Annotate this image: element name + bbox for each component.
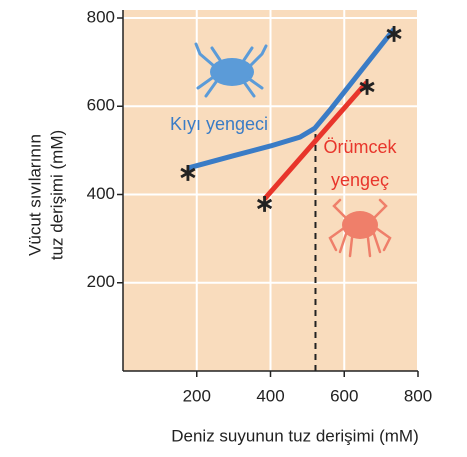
y-axis-label: Vücut sıvılarının — [25, 134, 44, 256]
x-axis-label: Deniz suyunun tuz derişimi (mM) — [171, 426, 419, 445]
x-tick-label: 600 — [330, 386, 358, 405]
point-marker: ∗ — [255, 190, 275, 217]
chart: 200 400 600 800 200 400 600 800 Deniz suyunun tu… — [0, 0, 467, 457]
legend-label: yengeç — [331, 170, 389, 190]
point-marker: ∗ — [384, 20, 404, 47]
y-tick-label: 600 — [87, 96, 115, 115]
legend-label: Kıyı yengeci — [170, 114, 268, 134]
x-tick-label: 400 — [256, 386, 284, 405]
y-tick-label: 200 — [87, 272, 115, 291]
y-tick-label: 800 — [87, 7, 115, 26]
y-axis-label: tuz derişimi (mM) — [47, 130, 66, 260]
point-marker: ∗ — [178, 159, 198, 186]
y-tick-label: 400 — [87, 184, 115, 203]
legend-label: Örümcek — [323, 137, 397, 157]
x-tick-label: 200 — [183, 386, 211, 405]
x-tick-label: 800 — [404, 386, 432, 405]
point-marker: ∗ — [357, 73, 377, 100]
